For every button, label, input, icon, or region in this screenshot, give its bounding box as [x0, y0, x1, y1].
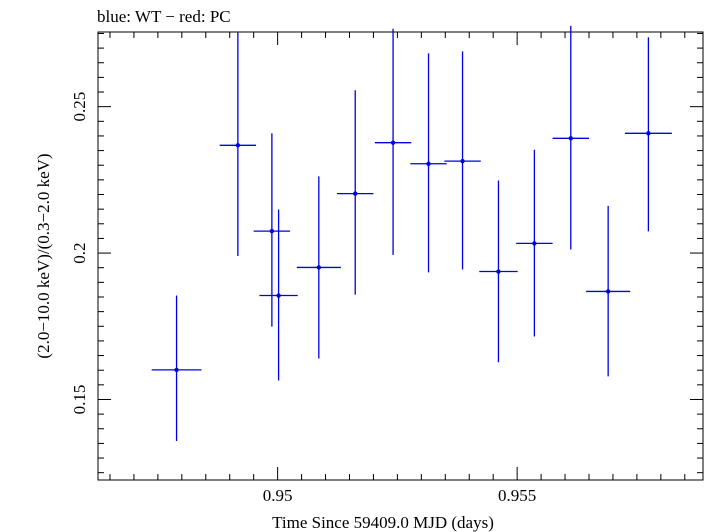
data-marker: [174, 367, 179, 373]
data-point: [444, 51, 481, 270]
x-tick-label: 0.955: [498, 486, 536, 505]
data-points: [151, 25, 672, 442]
y-tick-label: 0.25: [70, 92, 89, 122]
data-point: [374, 28, 412, 255]
x-axis-label: Time Since 59409.0 MJD (days): [272, 513, 494, 532]
data-marker: [276, 293, 281, 298]
data-marker: [568, 136, 573, 141]
data-point: [516, 149, 553, 337]
data-point: [479, 180, 518, 363]
data-point: [219, 32, 257, 256]
plot-frame: [97, 31, 704, 481]
data-point: [151, 295, 202, 442]
data-marker: [235, 143, 241, 148]
data-marker: [390, 140, 396, 145]
data-marker: [605, 289, 611, 294]
data-marker: [316, 265, 322, 270]
data-marker: [460, 158, 465, 164]
data-marker: [353, 191, 358, 196]
axis-tick-labels: 0.95 0.955 0.15 0.2 0.25: [70, 92, 536, 505]
data-point: [410, 53, 447, 273]
data-point: [552, 25, 589, 250]
y-tick-label: 0.2: [70, 242, 89, 263]
x-tick-label: 0.95: [263, 486, 293, 505]
axis-ticks: [98, 32, 703, 480]
data-marker: [496, 269, 501, 274]
data-marker: [426, 161, 431, 166]
y-axis-label: (2.0−10.0 keV)/(0.3−2.0 keV): [34, 153, 53, 358]
data-point: [296, 176, 341, 359]
data-point: [259, 209, 298, 381]
data-marker: [269, 228, 275, 234]
chart-title: blue: WT − red: PC: [97, 7, 231, 26]
data-marker: [646, 131, 651, 136]
data-point: [624, 37, 672, 232]
y-tick-label: 0.15: [70, 385, 89, 415]
data-point: [337, 90, 374, 295]
data-point: [253, 133, 291, 327]
data-point: [586, 205, 631, 377]
data-marker: [532, 241, 537, 246]
